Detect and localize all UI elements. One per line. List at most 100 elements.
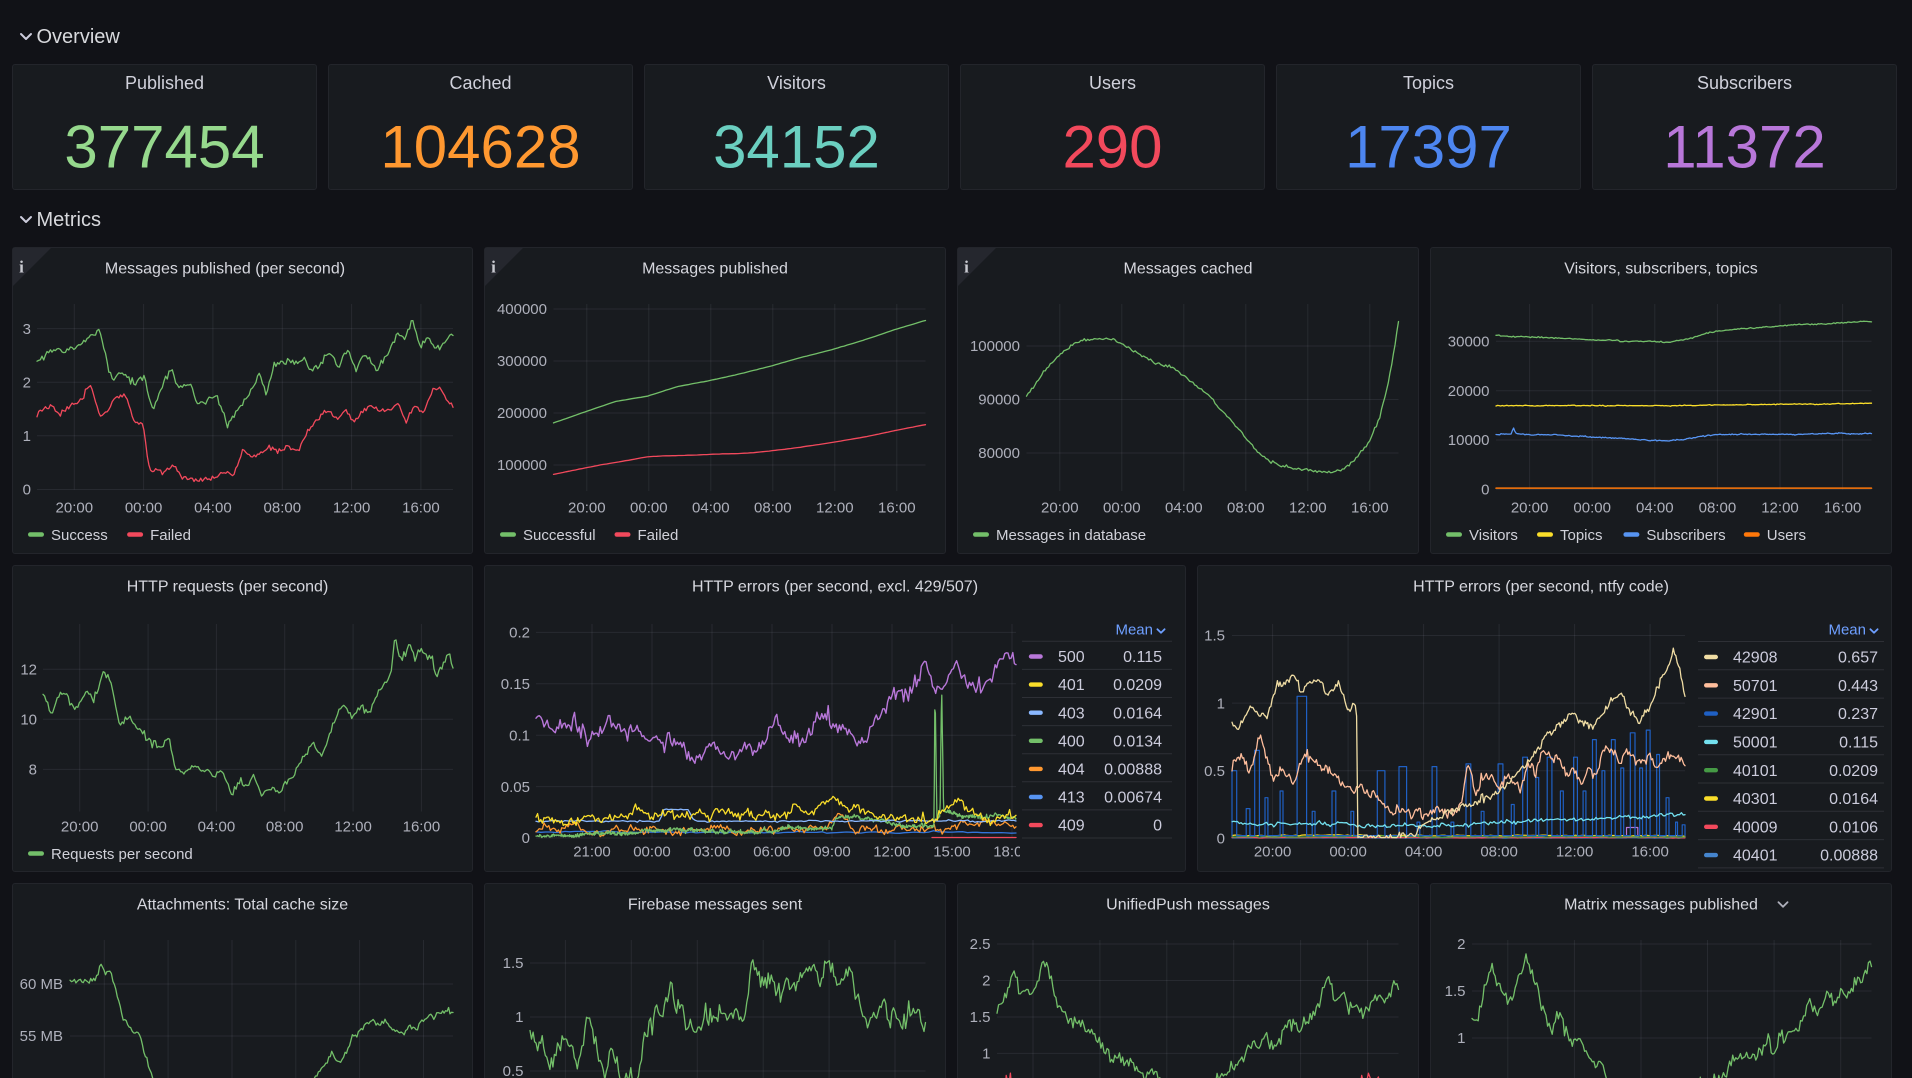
svg-text:400000: 400000 <box>497 301 547 318</box>
svg-text:12: 12 <box>20 661 37 678</box>
svg-text:Messages published (per second: Messages published (per second) <box>105 261 345 278</box>
svg-text:Firebase messages sent: Firebase messages sent <box>628 897 803 914</box>
svg-text:20:00: 20:00 <box>1041 500 1079 517</box>
svg-text:Messages cached: Messages cached <box>1124 261 1253 278</box>
svg-text:2: 2 <box>23 374 31 391</box>
svg-text:12:00: 12:00 <box>1556 844 1594 861</box>
svg-text:2: 2 <box>982 973 990 990</box>
svg-text:1: 1 <box>23 428 31 445</box>
svg-text:55 MB: 55 MB <box>20 1028 63 1045</box>
svg-text:12:00: 12:00 <box>334 819 372 836</box>
svg-text:404: 404 <box>1058 762 1085 779</box>
svg-text:04:00: 04:00 <box>1405 844 1443 861</box>
svg-text:Subscribers: Subscribers <box>1697 73 1792 93</box>
svg-text:10: 10 <box>20 712 37 729</box>
svg-text:0: 0 <box>1217 831 1225 848</box>
svg-text:40101: 40101 <box>1733 763 1778 780</box>
svg-text:04:00: 04:00 <box>1165 500 1203 517</box>
svg-text:08:00: 08:00 <box>266 819 304 836</box>
svg-text:Users: Users <box>1089 73 1136 93</box>
svg-text:104628: 104628 <box>380 114 580 181</box>
svg-text:377454: 377454 <box>64 114 264 181</box>
svg-text:1: 1 <box>1217 695 1225 712</box>
svg-text:HTTP errors (per second, excl.: HTTP errors (per second, excl. 429/507) <box>692 579 978 596</box>
svg-text:0: 0 <box>522 830 530 847</box>
svg-text:90000: 90000 <box>978 392 1020 409</box>
svg-text:12:00: 12:00 <box>333 500 371 517</box>
svg-text:0.00888: 0.00888 <box>1820 848 1878 865</box>
svg-text:20:00: 20:00 <box>1254 844 1292 861</box>
svg-text:1.5: 1.5 <box>970 1009 991 1026</box>
svg-text:0.115: 0.115 <box>1123 649 1162 666</box>
svg-text:00:00: 00:00 <box>633 844 671 861</box>
svg-text:Visitors, subscribers, topics: Visitors, subscribers, topics <box>1564 261 1758 278</box>
svg-text:80000: 80000 <box>978 445 1020 462</box>
svg-text:Topics: Topics <box>1403 73 1454 93</box>
svg-text:04:00: 04:00 <box>198 819 236 836</box>
svg-text:100000: 100000 <box>970 338 1020 355</box>
svg-text:08:00: 08:00 <box>264 500 302 517</box>
svg-text:10000: 10000 <box>1448 432 1490 449</box>
svg-text:Cached: Cached <box>449 73 511 93</box>
svg-text:413: 413 <box>1058 790 1085 807</box>
svg-text:20:00: 20:00 <box>56 500 94 517</box>
svg-text:16:00: 16:00 <box>878 500 916 517</box>
svg-text:0: 0 <box>23 482 31 499</box>
svg-text:300000: 300000 <box>497 353 547 370</box>
svg-text:16:00: 16:00 <box>1351 500 1389 517</box>
svg-text:Successful: Successful <box>523 527 596 544</box>
svg-text:15:00: 15:00 <box>933 844 971 861</box>
svg-text:1.5: 1.5 <box>1445 983 1466 1000</box>
svg-text:0.443: 0.443 <box>1838 678 1878 695</box>
svg-text:04:00: 04:00 <box>194 500 232 517</box>
svg-text:00:00: 00:00 <box>129 819 167 836</box>
svg-text:100000: 100000 <box>497 457 547 474</box>
svg-text:0.0164: 0.0164 <box>1113 705 1162 722</box>
svg-text:Users: Users <box>1767 527 1806 544</box>
svg-text:09:00: 09:00 <box>813 844 851 861</box>
svg-text:1.5: 1.5 <box>1204 628 1225 645</box>
svg-text:0.2: 0.2 <box>509 625 530 642</box>
svg-text:0.115: 0.115 <box>1839 735 1878 752</box>
svg-text:11372: 11372 <box>1663 114 1825 181</box>
svg-text:0.657: 0.657 <box>1838 650 1878 667</box>
svg-text:16:00: 16:00 <box>402 500 440 517</box>
svg-text:60 MB: 60 MB <box>20 976 63 993</box>
svg-text:3: 3 <box>23 321 31 338</box>
svg-text:42901: 42901 <box>1733 706 1778 723</box>
svg-text:0.0209: 0.0209 <box>1113 677 1162 694</box>
svg-text:21:00: 21:00 <box>573 844 611 861</box>
svg-text:40301: 40301 <box>1733 791 1778 808</box>
svg-text:0.15: 0.15 <box>501 676 530 693</box>
svg-text:2.5: 2.5 <box>970 936 991 953</box>
svg-text:401: 401 <box>1058 677 1085 694</box>
svg-text:20:00: 20:00 <box>61 819 99 836</box>
svg-text:Success: Success <box>51 527 108 544</box>
svg-text:Failed: Failed <box>638 527 679 544</box>
svg-text:06:00: 06:00 <box>753 844 791 861</box>
svg-text:0.0209: 0.0209 <box>1829 763 1878 780</box>
svg-text:18:00: 18:00 <box>993 844 1031 861</box>
svg-text:20:00: 20:00 <box>1511 500 1549 517</box>
svg-text:0.00674: 0.00674 <box>1104 790 1162 807</box>
svg-text:8: 8 <box>29 762 37 779</box>
svg-text:50701: 50701 <box>1733 678 1778 695</box>
svg-text:00:00: 00:00 <box>1103 500 1141 517</box>
svg-text:0.0106: 0.0106 <box>1829 819 1878 836</box>
svg-text:290: 290 <box>1062 114 1162 181</box>
svg-text:00:00: 00:00 <box>1329 844 1367 861</box>
svg-text:00:00: 00:00 <box>630 500 668 517</box>
svg-text:0: 0 <box>1481 482 1489 499</box>
svg-text:42908: 42908 <box>1733 650 1778 667</box>
svg-text:20:00: 20:00 <box>568 500 606 517</box>
svg-text:Metrics: Metrics <box>37 209 101 231</box>
svg-text:Topics: Topics <box>1560 527 1603 544</box>
svg-text:Messages published: Messages published <box>642 261 788 278</box>
svg-text:200000: 200000 <box>497 405 547 422</box>
svg-text:08:00: 08:00 <box>1699 500 1737 517</box>
svg-text:40401: 40401 <box>1733 848 1778 865</box>
svg-text:04:00: 04:00 <box>1636 500 1674 517</box>
svg-text:20000: 20000 <box>1448 383 1490 400</box>
svg-text:Failed: Failed <box>150 527 191 544</box>
svg-text:12:00: 12:00 <box>816 500 854 517</box>
